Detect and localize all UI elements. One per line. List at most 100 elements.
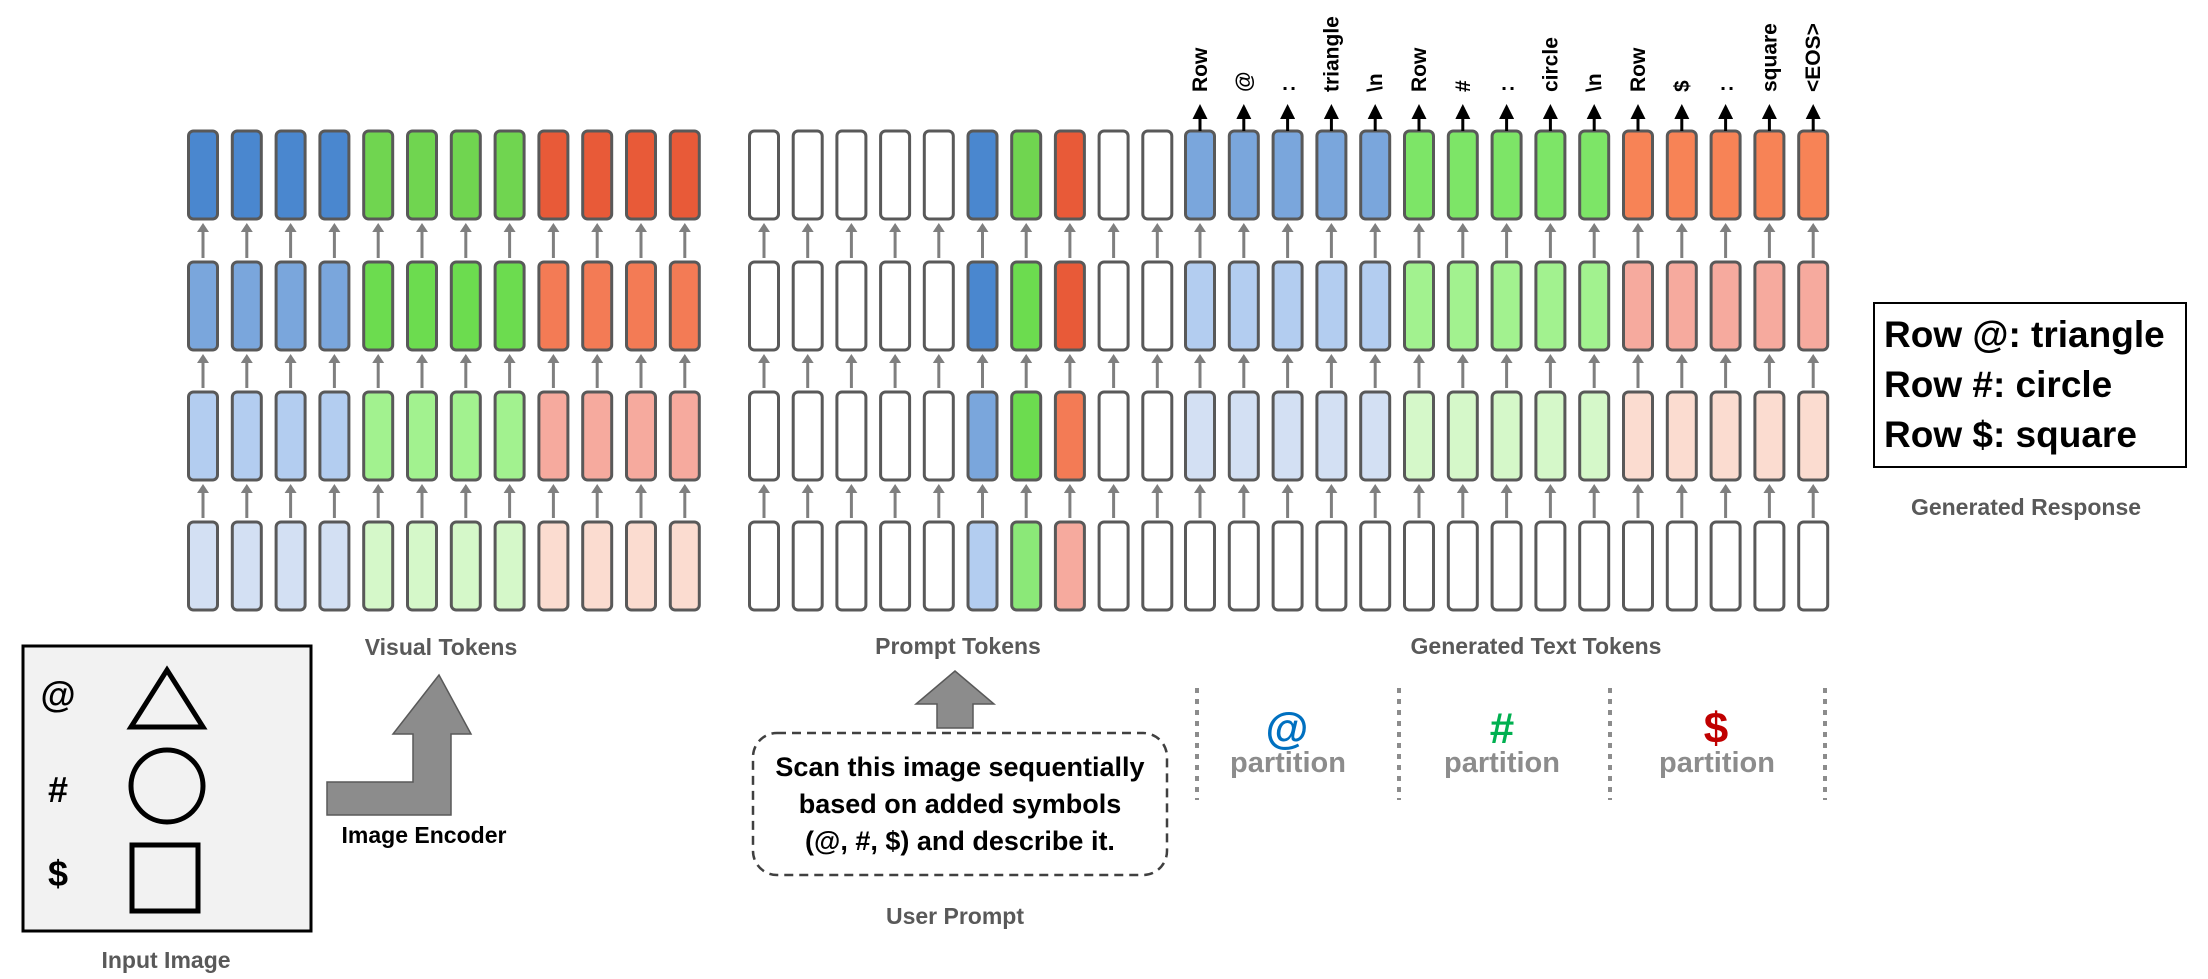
visual-token-7-layer-3 <box>493 129 526 221</box>
generated-token-6-layer-1 <box>1446 390 1479 482</box>
generated-token-label: circle <box>1539 37 1562 92</box>
input-image-label: Input Image <box>101 947 230 973</box>
layer-arrowhead <box>1194 354 1206 363</box>
generated-token-1-layer-3 <box>1227 129 1260 221</box>
layer-arrowhead <box>801 354 814 363</box>
layer-arrowhead <box>678 354 691 363</box>
generated-token-12-layer-1 <box>1709 390 1742 482</box>
partition-dollar-label: partition <box>1659 747 1775 779</box>
layer-arrowhead <box>1151 484 1164 493</box>
layer-arrowhead <box>372 223 385 232</box>
visual-token-1-layer-2 <box>230 260 263 352</box>
generated-token-0-layer-3 <box>1184 129 1216 221</box>
generated-token-11-layer-2 <box>1665 260 1698 352</box>
response-line-2: Row #: circle <box>1884 364 2112 405</box>
generated-token-14-layer-1 <box>1797 390 1830 482</box>
layer-arrowhead <box>635 354 647 363</box>
image-encoder-label: Image Encoder <box>342 822 507 848</box>
layer-arrowhead <box>1107 223 1120 232</box>
generated-token-label: : <box>1715 85 1738 92</box>
layer-arrowhead <box>197 484 209 493</box>
layer-arrowhead <box>889 484 902 493</box>
generated-token-1-layer-1 <box>1227 390 1260 482</box>
visual-token-7-layer-1 <box>493 390 526 482</box>
visual-token-6-layer-1 <box>449 390 482 482</box>
layer-arrowhead <box>459 223 472 232</box>
generated-token-13-layer-3 <box>1753 129 1786 221</box>
visual-token-11-layer-1 <box>668 390 701 482</box>
generated-token-5-layer-3 <box>1403 129 1435 221</box>
layer-arrowhead <box>372 484 385 493</box>
visual-token-4-layer-2 <box>362 260 395 352</box>
visual-token-0-layer-0 <box>187 520 219 612</box>
generated-token-13-layer-2 <box>1753 260 1786 352</box>
generated-token-1-layer-0 <box>1227 520 1260 612</box>
prompt-token-6-layer-3 <box>1010 129 1043 221</box>
prompt-token-0-layer-3 <box>748 129 780 221</box>
generated-token-9-layer-3 <box>1578 129 1611 221</box>
prompt-token-1-layer-1 <box>791 390 824 482</box>
layer-arrowhead <box>758 484 770 493</box>
layer-arrowhead <box>1413 354 1425 363</box>
generated-token-10-layer-2 <box>1622 260 1654 352</box>
generated-token-9-layer-0 <box>1578 520 1611 612</box>
prompt-token-0-layer-2 <box>748 260 780 352</box>
visual-token-3-layer-0 <box>318 520 351 612</box>
generated-token-8-layer-1 <box>1534 390 1567 482</box>
visual-token-10-layer-2 <box>625 260 657 352</box>
layer-arrowhead <box>591 354 604 363</box>
generated-token-1-layer-2 <box>1227 260 1260 352</box>
layer-arrowhead <box>591 223 604 232</box>
layer-arrowhead <box>503 484 516 493</box>
visual-token-1-layer-0 <box>230 520 263 612</box>
generated-token-label: Row <box>1627 47 1650 92</box>
generated-token-10-layer-0 <box>1622 520 1654 612</box>
input-symbol-dollar: $ <box>48 853 68 894</box>
layer-arrowhead <box>1763 484 1776 493</box>
layer-arrowhead <box>889 354 902 363</box>
layer-arrowhead <box>416 354 428 363</box>
generated-token-0-layer-2 <box>1184 260 1216 352</box>
token-grid <box>187 129 1830 612</box>
response-line-3: Row $: square <box>1884 414 2137 455</box>
partition-hash-symbol: # <box>1490 704 1514 753</box>
visual-token-11-layer-2 <box>668 260 701 352</box>
layer-arrowhead <box>1369 354 1382 363</box>
generated-token-label: @ <box>1233 72 1256 92</box>
prompt-token-4-layer-3 <box>922 129 955 221</box>
layer-arrowhead <box>1588 354 1601 363</box>
layer-arrowhead <box>547 223 560 232</box>
layer-arrowhead <box>1369 484 1382 493</box>
visual-token-6-layer-2 <box>449 260 482 352</box>
visual-token-2-layer-0 <box>274 520 307 612</box>
user-prompt-label: User Prompt <box>886 903 1024 929</box>
prompt-token-6-layer-1 <box>1010 390 1043 482</box>
input-symbol-hash: # <box>48 769 68 810</box>
layer-arrowhead <box>1456 223 1469 232</box>
visual-token-7-layer-0 <box>493 520 526 612</box>
prompt-token-3-layer-0 <box>879 520 912 612</box>
visual-token-6-layer-3 <box>449 129 482 221</box>
prompt-token-2-layer-0 <box>835 520 868 612</box>
layer-arrowhead <box>678 223 691 232</box>
generated-token-9-layer-2 <box>1578 260 1611 352</box>
generated-token-label: # <box>1452 80 1475 92</box>
layer-arrowhead <box>1063 484 1076 493</box>
generated-token-12-layer-0 <box>1709 520 1742 612</box>
generated-token-0-layer-1 <box>1184 390 1216 482</box>
visual-token-3-layer-2 <box>318 260 351 352</box>
generated-token-6-layer-2 <box>1446 260 1479 352</box>
layer-arrowhead <box>1500 223 1513 232</box>
visual-token-0-layer-3 <box>187 129 219 221</box>
generated-token-13-layer-0 <box>1753 520 1786 612</box>
layer-arrowhead <box>1281 223 1294 232</box>
partition-dividers <box>1195 688 1827 800</box>
circle-shape <box>128 747 206 825</box>
prompt-token-2-layer-1 <box>835 390 868 482</box>
input-image: @ # $ <box>21 644 313 933</box>
prompt-token-0-layer-1 <box>748 390 780 482</box>
prompt-token-7-layer-3 <box>1053 129 1086 221</box>
generated-token-2-layer-3 <box>1271 129 1304 221</box>
layer-arrowhead <box>459 484 472 493</box>
